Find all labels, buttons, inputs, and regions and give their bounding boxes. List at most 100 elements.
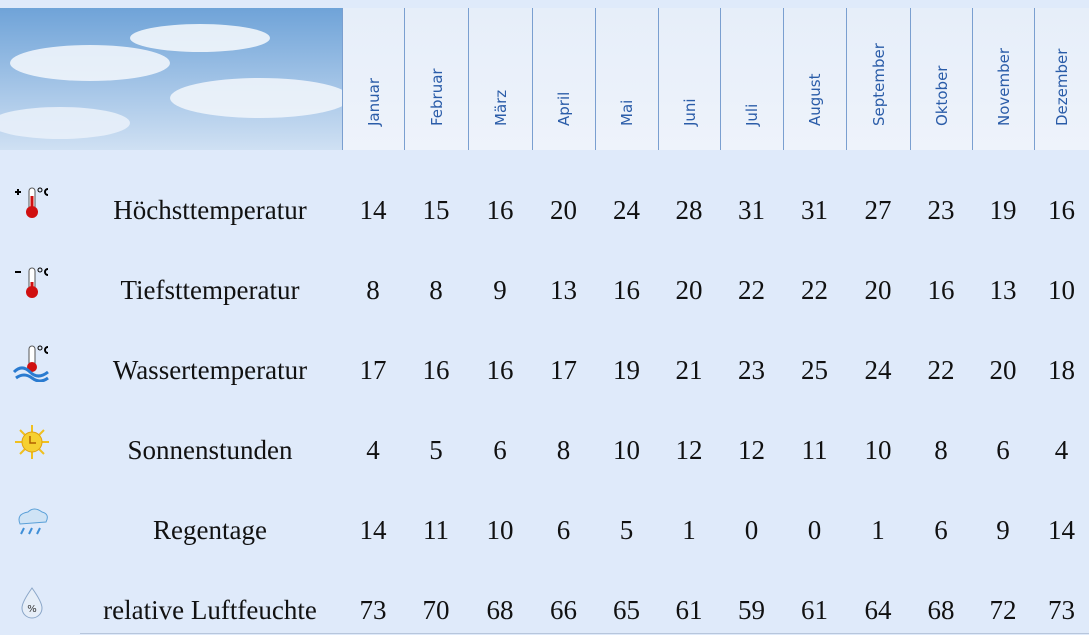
cell-value: 70 <box>404 590 468 630</box>
cell-value: 6 <box>532 510 595 550</box>
month-label: Dezember <box>1053 49 1071 126</box>
cell-value: 22 <box>910 350 972 390</box>
row-label: Tiefsttemperatur <box>80 270 340 310</box>
cell-value: 6 <box>972 430 1034 470</box>
cell-value: 73 <box>342 590 404 630</box>
sky-image <box>0 8 342 150</box>
cell-value: 24 <box>595 190 658 230</box>
cell-value: 25 <box>783 350 846 390</box>
cell-value: 22 <box>720 270 783 310</box>
cell-value: 8 <box>532 430 595 470</box>
cell-value: 11 <box>783 430 846 470</box>
row-label: Höchsttemperatur <box>80 190 340 230</box>
month-header: Februar <box>404 8 468 150</box>
cell-value: 61 <box>783 590 846 630</box>
cell-value: 1 <box>846 510 910 550</box>
row-icon: % <box>12 582 52 622</box>
cell-value: 12 <box>720 430 783 470</box>
month-label: Oktober <box>933 66 951 126</box>
month-header: September <box>846 8 910 150</box>
cell-value: 65 <box>595 590 658 630</box>
page: (() => { const data = JSON.parse(documen… <box>0 0 1089 635</box>
cell-value: 28 <box>658 190 720 230</box>
row-icon <box>12 422 52 462</box>
cell-value: 22 <box>783 270 846 310</box>
cell-value: 13 <box>532 270 595 310</box>
month-header: Oktober <box>910 8 972 150</box>
cell-value: 15 <box>404 190 468 230</box>
cell-value: 1 <box>658 510 720 550</box>
cell-value: 10 <box>595 430 658 470</box>
cell-value: 61 <box>658 590 720 630</box>
cell-value: 10 <box>468 510 532 550</box>
row-icon <box>12 342 52 382</box>
month-label: September <box>870 43 888 126</box>
cell-value: 19 <box>595 350 658 390</box>
month-header: November <box>972 8 1034 150</box>
cell-value: 8 <box>404 270 468 310</box>
month-label: April <box>555 92 573 126</box>
cell-value: 6 <box>468 430 532 470</box>
cell-value: 10 <box>1034 270 1089 310</box>
cell-value: 16 <box>595 270 658 310</box>
row-icon <box>12 182 52 222</box>
month-label: August <box>806 74 824 127</box>
month-label: Juli <box>743 104 761 126</box>
cell-value: 72 <box>972 590 1034 630</box>
row-divider <box>80 633 1089 634</box>
cell-value: 66 <box>532 590 595 630</box>
row-label: Wassertemperatur <box>80 350 340 390</box>
cell-value: 23 <box>720 350 783 390</box>
cell-value: 16 <box>468 190 532 230</box>
month-header: Januar <box>342 8 404 150</box>
month-header: Juni <box>658 8 720 150</box>
cell-value: 31 <box>720 190 783 230</box>
month-label: November <box>995 48 1013 126</box>
cell-value: 4 <box>1034 430 1089 470</box>
cell-value: 11 <box>404 510 468 550</box>
cell-value: 21 <box>658 350 720 390</box>
cell-value: 31 <box>783 190 846 230</box>
month-label: Mai <box>618 100 636 126</box>
month-header: April <box>532 8 595 150</box>
cell-value: 23 <box>910 190 972 230</box>
cell-value: 64 <box>846 590 910 630</box>
row-icon <box>12 502 52 542</box>
cell-value: 24 <box>846 350 910 390</box>
cell-value: 68 <box>910 590 972 630</box>
cell-value: 10 <box>846 430 910 470</box>
cell-value: 20 <box>532 190 595 230</box>
cell-value: 14 <box>342 190 404 230</box>
cell-value: 20 <box>846 270 910 310</box>
month-header: Juli <box>720 8 783 150</box>
cell-value: 8 <box>910 430 972 470</box>
month-label: Januar <box>365 78 383 126</box>
cell-value: 16 <box>468 350 532 390</box>
cell-value: 0 <box>783 510 846 550</box>
cell-value: 14 <box>342 510 404 550</box>
cell-value: 12 <box>658 430 720 470</box>
svg-text:%: % <box>27 604 37 615</box>
cell-value: 0 <box>720 510 783 550</box>
month-label: März <box>492 90 510 126</box>
cell-value: 17 <box>342 350 404 390</box>
cell-value: 73 <box>1034 590 1089 630</box>
cell-value: 59 <box>720 590 783 630</box>
cell-value: 20 <box>972 350 1034 390</box>
cell-value: 19 <box>972 190 1034 230</box>
month-header: Mai <box>595 8 658 150</box>
cell-value: 17 <box>532 350 595 390</box>
cell-value: 9 <box>468 270 532 310</box>
month-header: März <box>468 8 532 150</box>
cell-value: 20 <box>658 270 720 310</box>
cell-value: 9 <box>972 510 1034 550</box>
month-header: Dezember <box>1034 8 1089 150</box>
row-label: Sonnenstunden <box>80 430 340 470</box>
row-label: relative Luftfeuchte <box>80 590 340 630</box>
cell-value: 16 <box>1034 190 1089 230</box>
cell-value: 16 <box>404 350 468 390</box>
month-label: Juni <box>681 98 699 126</box>
cell-value: 5 <box>404 430 468 470</box>
cell-value: 14 <box>1034 510 1089 550</box>
cell-value: 4 <box>342 430 404 470</box>
